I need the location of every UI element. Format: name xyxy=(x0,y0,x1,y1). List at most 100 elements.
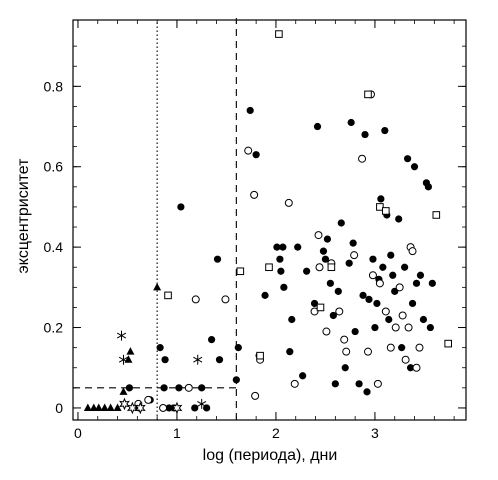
y-axis-label: эксцентриситет xyxy=(15,158,32,274)
data-point-filled-circle xyxy=(398,344,406,352)
data-point-open-circle xyxy=(381,307,390,316)
data-point-open-circle xyxy=(368,271,377,280)
data-point-star xyxy=(171,401,183,415)
data-point-filled-circle xyxy=(347,118,355,127)
data-point-open-circle xyxy=(191,295,200,304)
data-point-filled-circle xyxy=(381,126,389,135)
data-point-filled-circle xyxy=(215,356,224,364)
data-point-filled-circle xyxy=(191,404,199,412)
data-point-filled-circle xyxy=(276,255,284,263)
data-point-open-circle xyxy=(412,363,421,372)
data-point-filled-circle xyxy=(345,259,353,267)
data-point-filled-circle xyxy=(161,356,169,364)
data-point-filled-circle xyxy=(198,384,206,392)
data-point-filled-circle xyxy=(252,151,260,159)
data-point-open-square xyxy=(327,263,336,272)
data-point-filled-circle xyxy=(232,376,240,384)
data-point-filled-circle xyxy=(361,130,369,139)
data-point-asterisk xyxy=(197,398,207,409)
data-point-filled-circle xyxy=(385,315,393,324)
data-point-filled-triangle xyxy=(94,403,103,411)
data-point-filled-circle xyxy=(337,219,345,227)
data-point-open-circle xyxy=(404,323,413,332)
data-point-open-circle xyxy=(363,347,372,356)
data-point-filled-circle xyxy=(419,315,428,324)
data-point-open-circle xyxy=(398,311,407,320)
data-point-open-circle xyxy=(221,295,230,304)
data-point-filled-circle xyxy=(373,299,381,308)
data-point-open-circle xyxy=(314,231,323,240)
data-point-filled-circle xyxy=(416,271,425,279)
data-point-open-circle xyxy=(342,347,351,356)
data-point-open-circle xyxy=(415,343,424,352)
data-point-filled-circle xyxy=(299,372,307,380)
data-point-filled-triangle xyxy=(119,387,128,395)
data-point-filled-circle xyxy=(365,295,373,303)
data-point-open-square xyxy=(265,263,273,272)
data-point-open-square xyxy=(382,207,390,215)
data-point-star xyxy=(134,401,146,415)
data-point-filled-circle xyxy=(426,323,434,332)
data-point-filled-circle xyxy=(303,267,311,275)
data-point-open-circle xyxy=(335,307,344,316)
data-point-filled-circle xyxy=(371,323,379,332)
y-tick-label: 0.4 xyxy=(44,239,64,255)
data-point-open-circle xyxy=(373,379,382,388)
data-point-open-circle xyxy=(350,251,359,260)
data-point-open-circle xyxy=(340,335,349,344)
x-tick-label: 0 xyxy=(74,425,82,441)
data-point-filled-circle xyxy=(177,203,185,211)
data-point-filled-circle xyxy=(341,364,349,372)
data-point-filled-circle xyxy=(175,384,183,392)
data-point-filled-circle xyxy=(213,255,222,263)
data-point-filled-circle xyxy=(406,364,415,372)
x-tick-label: 1 xyxy=(173,425,181,441)
data-point-open-circle xyxy=(290,379,299,388)
x-axis-label: log (периода), дни xyxy=(203,447,338,464)
data-point-filled-circle xyxy=(359,291,367,299)
data-point-filled-circle xyxy=(379,263,387,271)
data-point-filled-circle xyxy=(363,388,371,396)
data-point-filled-circle xyxy=(351,327,359,336)
data-point-filled-circle xyxy=(334,287,342,295)
data-point-open-circle xyxy=(159,403,168,412)
data-point-open-circle xyxy=(251,391,260,400)
data-point-filled-circle xyxy=(424,183,432,191)
data-point-filled-circle xyxy=(349,239,357,247)
y-tick-label: 0.2 xyxy=(44,320,64,336)
data-point-asterisk xyxy=(193,354,203,365)
data-point-filled-circle xyxy=(323,235,332,243)
data-point-filled-circle xyxy=(329,311,337,320)
data-point-filled-circle xyxy=(160,384,168,392)
data-point-open-circle xyxy=(395,283,404,292)
data-point-filled-circle xyxy=(246,106,254,115)
data-point-asterisk xyxy=(118,354,129,365)
data-point-asterisk xyxy=(116,330,127,341)
data-point-open-circle xyxy=(375,279,384,288)
data-point-filled-circle xyxy=(234,344,242,352)
data-point-open-square xyxy=(432,211,441,219)
data-point-open-square xyxy=(316,303,325,312)
data-point-open-circle xyxy=(315,263,324,272)
x-tick-label: 3 xyxy=(371,425,379,441)
data-point-filled-circle xyxy=(165,404,173,412)
plot-area: 0 1 2 3 0 0.2 0.4 0.6 0.8 xyxy=(44,17,467,441)
data-point-filled-circle xyxy=(389,271,397,279)
data-point-filled-circle xyxy=(288,315,296,324)
data-point-open-circle xyxy=(250,190,259,199)
data-point-filled-circle xyxy=(355,380,363,388)
data-point-filled-circle xyxy=(294,243,302,251)
data-point-filled-circle xyxy=(319,247,328,255)
data-point-open-square xyxy=(256,351,264,360)
data-point-filled-circle xyxy=(261,291,269,299)
data-point-filled-circle xyxy=(428,279,436,287)
data-point-filled-circle xyxy=(387,251,395,259)
data-point-open-circle xyxy=(184,383,193,392)
data-point-open-circle xyxy=(358,154,367,163)
data-point-filled-triangle xyxy=(113,403,122,411)
data-point-filled-circle xyxy=(280,283,288,291)
data-point-filled-triangle xyxy=(100,403,109,411)
data-point-filled-circle xyxy=(403,155,412,163)
